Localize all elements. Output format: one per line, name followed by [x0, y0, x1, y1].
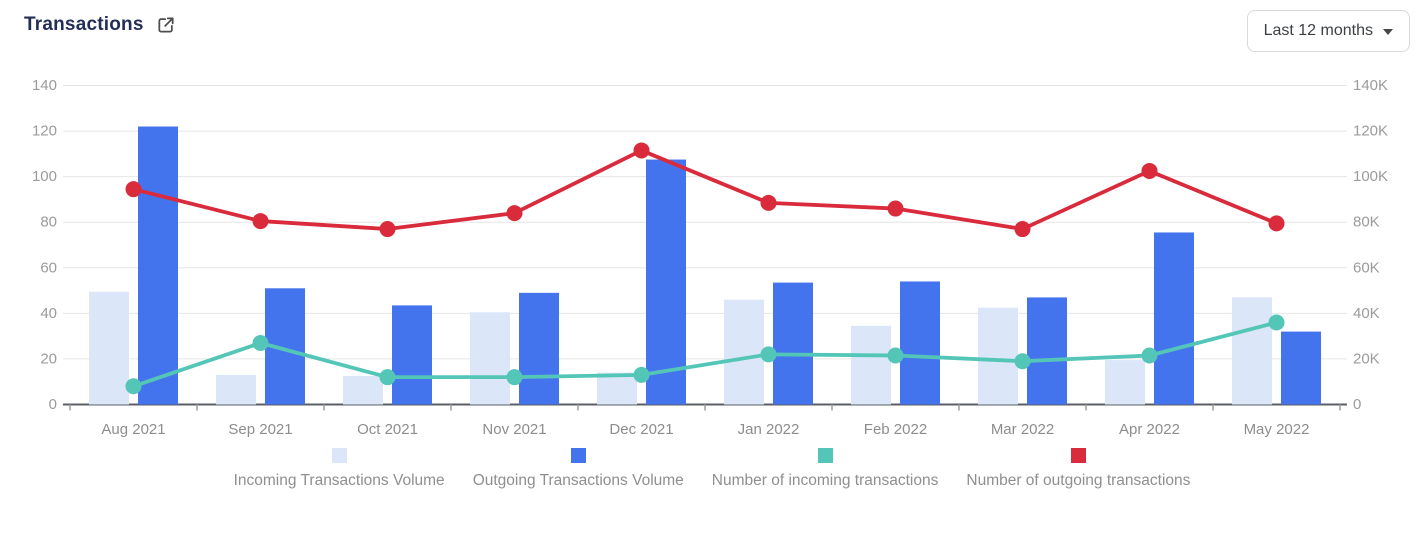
bar-1-2[interactable] [392, 305, 432, 405]
legend-item-incoming-count[interactable]: Number of incoming transactions [711, 448, 939, 490]
x-axis-label: Aug 2021 [101, 421, 165, 438]
line-point-0-7[interactable] [1014, 353, 1031, 370]
left-axis-tick-label: 140 [32, 77, 57, 94]
legend-item-outgoing-volume[interactable]: Outgoing Transactions Volume [473, 448, 684, 490]
bar-1-9[interactable] [1281, 331, 1321, 405]
legend-label-outgoing-volume: Outgoing Transactions Volume [472, 472, 684, 489]
x-axis-label: May 2022 [1244, 421, 1310, 438]
line-series-1 [125, 142, 1285, 238]
right-axis-tick-label: 120K [1353, 123, 1388, 140]
line-point-1-9[interactable] [1268, 215, 1285, 232]
legend-swatch-incoming-count [817, 448, 833, 463]
line-point-1-1[interactable] [252, 213, 269, 230]
left-axis-tick-label: 60 [40, 259, 57, 276]
bar-0-7[interactable] [978, 307, 1018, 405]
bar-1-8[interactable] [1154, 232, 1194, 405]
x-axis-label: Sep 2021 [228, 421, 292, 438]
bar-0-9[interactable] [1232, 297, 1272, 405]
legend-swatch-incoming-volume [331, 448, 347, 463]
legend-item-outgoing-count[interactable]: Number of outgoing transactions [966, 448, 1190, 490]
x-axis-ticks [69, 404, 1341, 411]
right-axis-tick-label: 0 [1353, 396, 1361, 413]
legend-label-incoming-count: Number of incoming transactions [711, 472, 939, 489]
line-point-0-5[interactable] [760, 346, 777, 363]
panel-header: Transactions Last 12 months [0, 0, 1424, 60]
x-axis-label: Oct 2021 [357, 421, 418, 438]
legend-label-outgoing-count: Number of outgoing transactions [966, 472, 1191, 489]
line-point-0-4[interactable] [633, 366, 650, 383]
right-axis-tick-label: 60K [1353, 259, 1380, 276]
line-point-1-0[interactable] [125, 181, 142, 198]
left-axis-tick-label: 0 [49, 396, 57, 413]
right-axis-tick-label: 140K [1353, 77, 1388, 94]
line-point-1-3[interactable] [506, 205, 523, 222]
right-axis-tick-label: 80K [1353, 214, 1380, 231]
legend-item-incoming-volume[interactable]: Incoming Transactions Volume [234, 448, 445, 490]
bar-1-5[interactable] [773, 282, 813, 405]
line-point-0-1[interactable] [252, 334, 269, 351]
line-point-0-6[interactable] [887, 347, 904, 364]
time-range-select[interactable]: Last 12 months [1246, 10, 1410, 52]
bar-0-6[interactable] [851, 325, 891, 405]
gridlines: 0 0 20 20K 40 40K 60 60K 80 80K 100 100K 120 120K 140 1… [32, 77, 1388, 413]
x-axis-label: Mar 2022 [991, 421, 1054, 438]
line-series-0 [125, 314, 1285, 395]
bar-1-7[interactable] [1027, 297, 1067, 405]
x-axis-label: Nov 2021 [482, 421, 546, 438]
bar-series-1 [138, 126, 1321, 405]
legend-label-incoming-volume: Incoming Transactions Volume [233, 472, 445, 489]
left-axis-tick-label: 80 [40, 214, 57, 231]
page-title: Transactions [24, 14, 144, 35]
left-axis-tick-label: 120 [32, 123, 57, 140]
line-point-1-5[interactable] [760, 194, 777, 211]
bar-1-0[interactable] [138, 126, 178, 405]
line-point-1-7[interactable] [1014, 221, 1031, 238]
x-axis-label: Apr 2022 [1119, 421, 1180, 438]
legend-swatch-outgoing-volume [570, 448, 586, 463]
bar-0-4[interactable] [597, 372, 637, 405]
left-axis-tick-label: 40 [40, 305, 57, 322]
line-point-0-9[interactable] [1268, 314, 1285, 331]
title-wrap: Transactions [24, 14, 176, 36]
left-axis-tick-label: 100 [32, 168, 57, 185]
line-point-1-2[interactable] [379, 221, 396, 238]
bar-series-0 [89, 291, 1272, 405]
bar-0-5[interactable] [724, 299, 764, 405]
bar-0-2[interactable] [343, 376, 383, 405]
legend-swatch-outgoing-count [1070, 448, 1086, 463]
x-axis-label: Feb 2022 [864, 421, 927, 438]
right-axis-tick-label: 100K [1353, 168, 1388, 185]
chevron-down-icon [1383, 29, 1393, 35]
bar-0-1[interactable] [216, 374, 256, 405]
bar-1-6[interactable] [900, 281, 940, 405]
line-path-1 [131, 148, 1279, 231]
line-point-1-4[interactable] [633, 142, 650, 159]
chart-legend: Incoming Transactions Volume Outgoing Tr… [0, 448, 1424, 490]
bar-1-3[interactable] [519, 292, 559, 405]
external-link-icon[interactable] [156, 15, 176, 35]
x-axis-label: Dec 2021 [609, 421, 673, 438]
line-point-1-6[interactable] [887, 200, 904, 217]
line-point-0-0[interactable] [125, 378, 142, 395]
right-axis-tick-label: 20K [1353, 350, 1380, 367]
bar-0-8[interactable] [1105, 360, 1145, 405]
line-point-0-2[interactable] [379, 369, 396, 386]
x-axis-label: Jan 2022 [738, 421, 800, 438]
bar-0-0[interactable] [89, 291, 129, 405]
right-axis-tick-label: 40K [1353, 305, 1380, 322]
x-axis-labels: Aug 2021 Sep 2021 Oct 2021 Nov 2021 Dec 2021… [101, 421, 1309, 438]
time-range-value: Last 12 months [1263, 22, 1373, 39]
transactions-chart: 0 0 20 20K 40 40K 60 60K 80 80K 100 100K 120 120K 140 1… [32, 77, 1388, 438]
line-point-0-8[interactable] [1141, 347, 1158, 364]
line-point-0-3[interactable] [506, 369, 523, 386]
bar-0-3[interactable] [470, 312, 510, 405]
left-axis-tick-label: 20 [40, 350, 57, 367]
line-path-0 [131, 320, 1279, 389]
line-point-1-8[interactable] [1141, 162, 1158, 179]
bar-1-4[interactable] [646, 159, 686, 405]
